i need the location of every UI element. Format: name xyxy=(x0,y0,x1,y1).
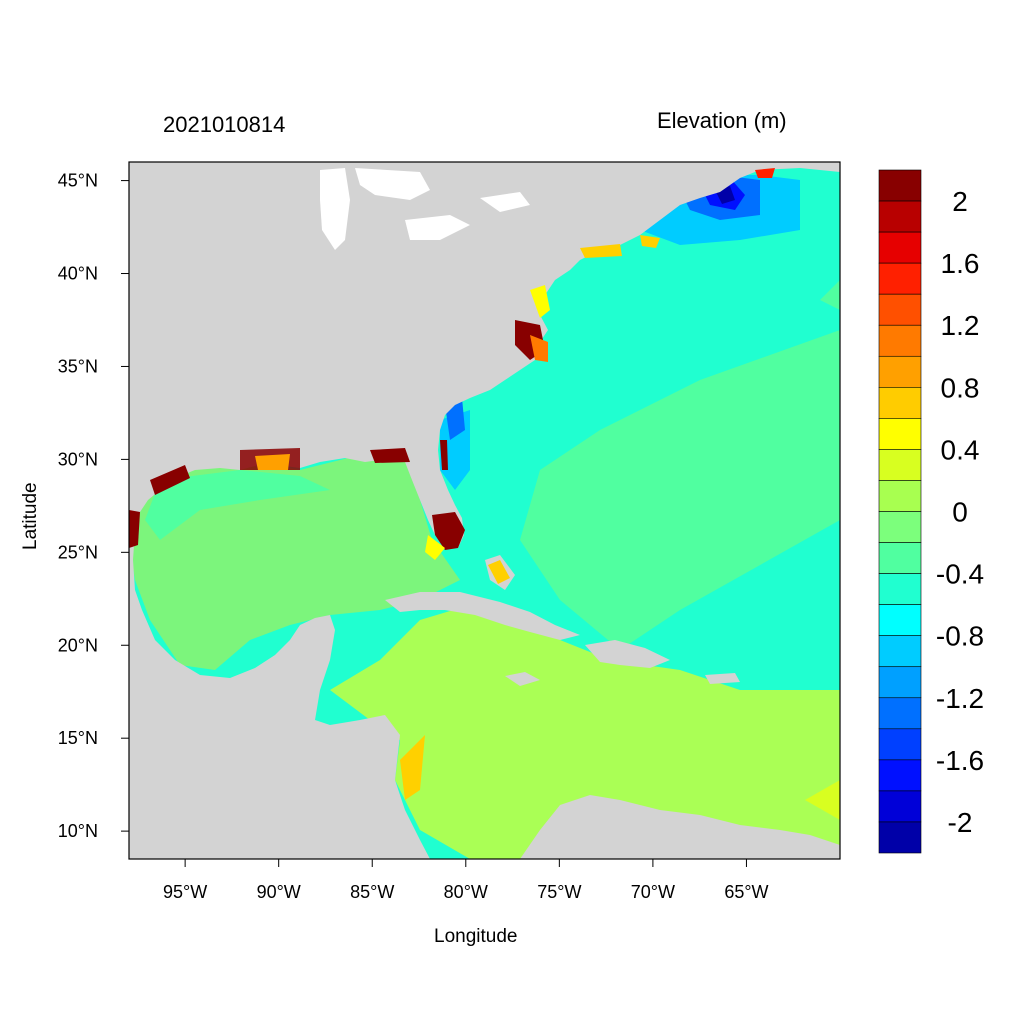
lake-huron xyxy=(355,168,430,200)
x-axis-ticks: 95°W 90°W 85°W 80°W 75°W 70°W 65°W xyxy=(163,859,769,902)
colorbar-label: 1.6 xyxy=(941,248,980,279)
colorbar-label: -1.2 xyxy=(936,683,984,714)
x-tick-label: 75°W xyxy=(537,882,581,902)
map-plot-area xyxy=(129,162,840,859)
variable-title: Elevation (m) xyxy=(657,108,787,133)
x-tick-label: 85°W xyxy=(350,882,394,902)
colorbar-label: -1.6 xyxy=(936,745,984,776)
x-tick-label: 65°W xyxy=(724,882,768,902)
colorbar-swatch xyxy=(878,790,922,823)
y-tick-label: 25°N xyxy=(58,542,98,562)
colorbar-label: -0.8 xyxy=(936,621,984,652)
florida-surge xyxy=(432,512,465,550)
colorbar-swatch xyxy=(878,169,922,202)
x-tick-label: 90°W xyxy=(257,882,301,902)
colorbar-swatch xyxy=(878,449,922,481)
colorbar-label: 2 xyxy=(952,186,968,217)
lake-ontario xyxy=(480,192,530,212)
colorbar-swatch xyxy=(878,573,922,605)
gulf-of-mexico xyxy=(129,455,460,670)
caribbean-sea xyxy=(330,605,840,859)
colorbar-swatch xyxy=(878,759,922,792)
atlantic-shelf-region xyxy=(520,330,840,650)
y-tick-label: 30°N xyxy=(58,449,98,469)
north-america-landmass xyxy=(129,162,840,859)
colorbar-swatch xyxy=(878,262,922,295)
colorbar-swatch xyxy=(878,293,922,326)
y-tick-label: 35°N xyxy=(58,356,98,376)
colorbar-swatch xyxy=(878,418,922,450)
colorbar-swatch xyxy=(878,697,922,730)
colorbar-swatch xyxy=(878,511,922,543)
puerto-rico xyxy=(705,673,740,684)
plot-frame xyxy=(128,161,841,860)
y-tick-label: 20°N xyxy=(58,635,98,655)
y-axis-ticks: 45°N 40°N 35°N 30°N 25°N 20°N 15°N 10°N xyxy=(58,171,129,841)
colorbar: 2 1.6 1.2 0.8 0.4 0 -0.4 -0.8 -1.2 -1.6 -2 xyxy=(878,169,984,854)
x-tick-label: 70°W xyxy=(631,882,675,902)
colorbar-swatch xyxy=(878,200,922,233)
colorbar-swatch xyxy=(878,666,922,699)
south-america xyxy=(520,795,840,859)
colorbar-label: 0 xyxy=(952,497,968,528)
jamaica xyxy=(505,672,540,686)
colorbar-swatch xyxy=(878,542,922,574)
y-tick-label: 45°N xyxy=(58,171,98,191)
colorbar-swatch xyxy=(878,387,922,419)
lake-erie xyxy=(405,215,470,240)
colorbar-swatch xyxy=(878,355,922,388)
colorbar-label: 1.2 xyxy=(941,310,980,341)
y-tick-label: 15°N xyxy=(58,728,98,748)
lake-michigan xyxy=(320,168,350,250)
colorbar-swatch xyxy=(878,604,922,636)
colorbar-label: 0.4 xyxy=(941,434,980,465)
x-tick-label: 80°W xyxy=(444,882,488,902)
colorbar-swatch xyxy=(878,324,922,357)
timestamp-title: 2021010814 xyxy=(163,112,286,137)
colorbar-swatch xyxy=(878,231,922,264)
colorbar-label: -0.4 xyxy=(936,559,984,590)
y-tick-label: 10°N xyxy=(58,821,98,841)
x-axis-label: Longitude xyxy=(434,926,518,947)
colorbar-swatch xyxy=(878,480,922,512)
hispaniola xyxy=(585,640,670,668)
colorbar-swatch xyxy=(878,821,922,854)
x-tick-label: 95°W xyxy=(163,882,207,902)
colorbar-swatch xyxy=(878,635,922,668)
y-tick-label: 40°N xyxy=(58,264,98,284)
cuba xyxy=(385,592,580,640)
colorbar-label: -2 xyxy=(948,807,973,838)
colorbar-swatch xyxy=(878,728,922,761)
colorbar-label: 0.8 xyxy=(941,372,980,403)
